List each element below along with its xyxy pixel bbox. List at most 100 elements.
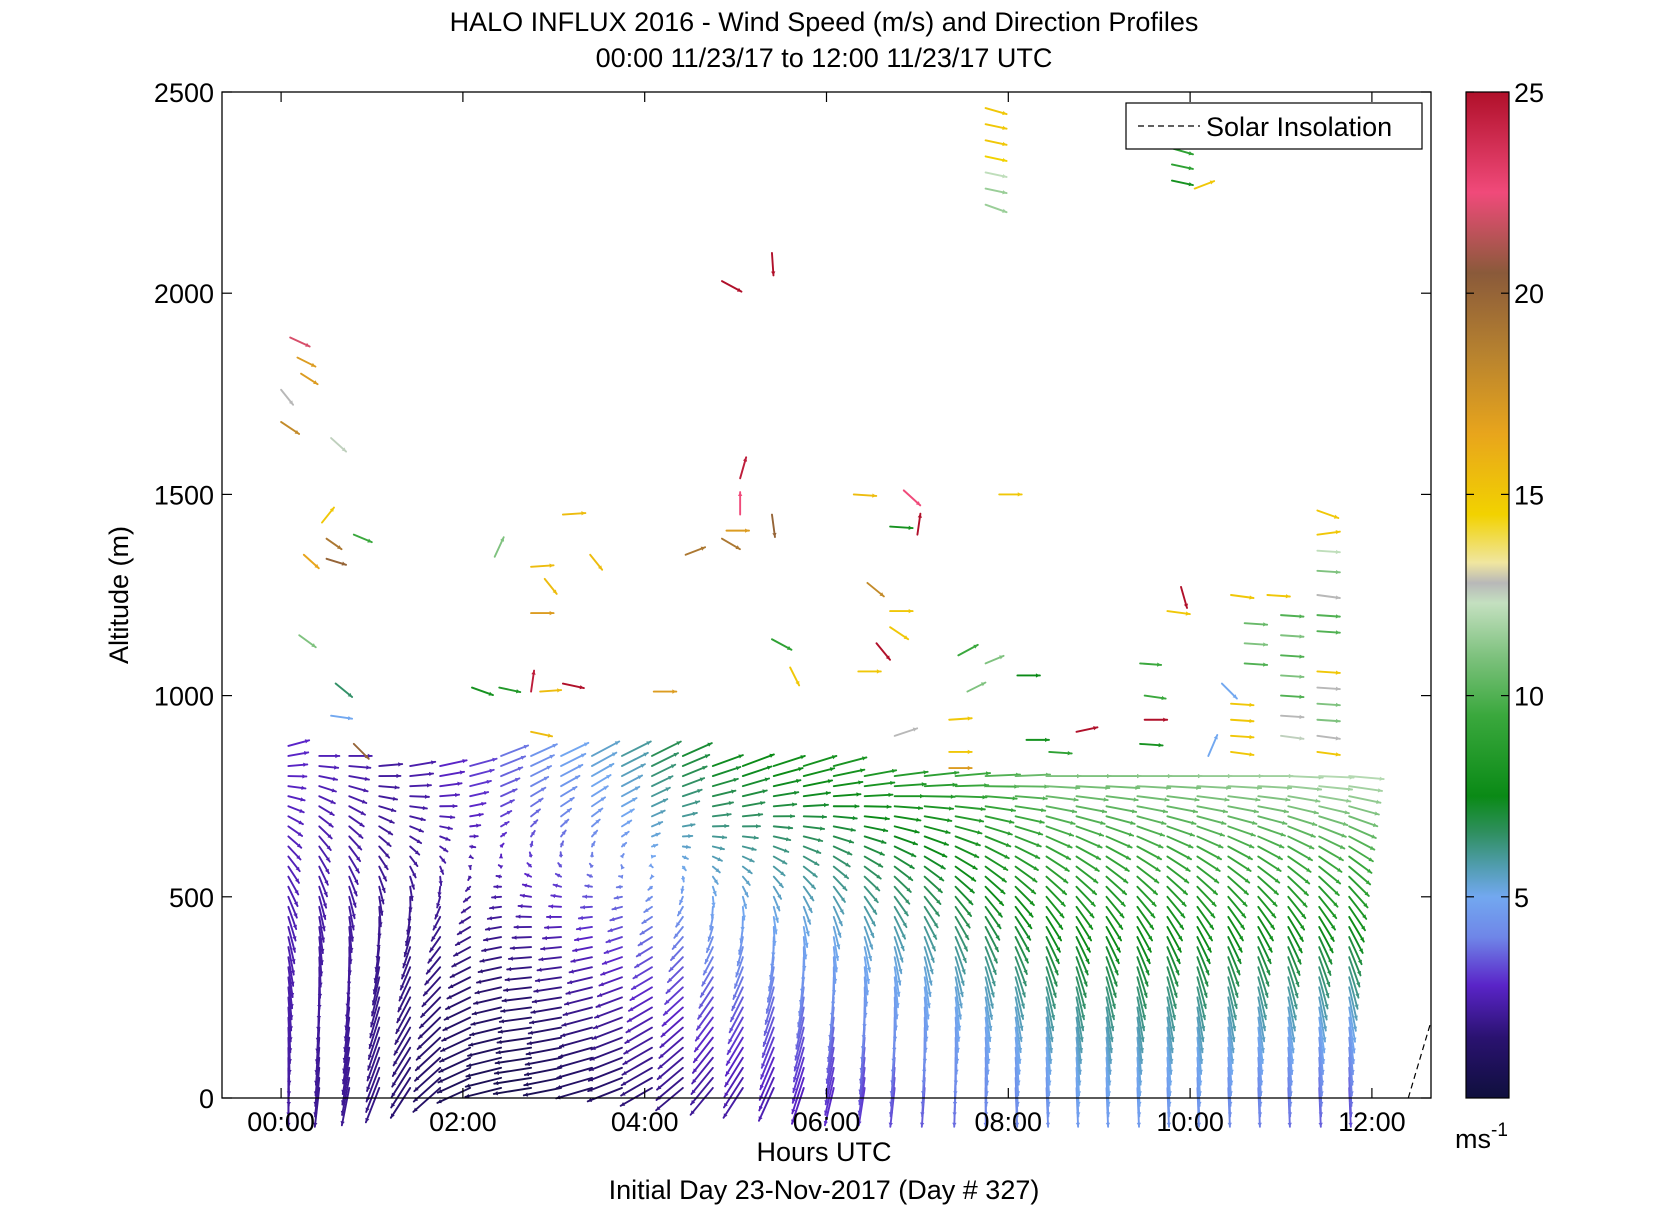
wind-vector-head bbox=[396, 1028, 401, 1034]
wind-vector-head bbox=[1310, 833, 1315, 838]
wind-vector-head bbox=[296, 855, 301, 860]
wind-vector-head bbox=[314, 564, 319, 569]
wind-vector-head bbox=[370, 1022, 375, 1027]
wind-vector-head bbox=[868, 944, 874, 949]
wind-vector-head bbox=[287, 1080, 292, 1085]
wind-vector-head bbox=[1339, 844, 1345, 849]
wind-vector-head bbox=[528, 1030, 534, 1035]
wind-vector bbox=[1075, 845, 1102, 861]
wind-vector-head bbox=[529, 1020, 535, 1025]
wind-vector-head bbox=[920, 1112, 925, 1117]
wind-vector bbox=[1227, 966, 1239, 998]
wind-vector-head bbox=[831, 990, 837, 995]
wind-vector-head bbox=[1300, 925, 1305, 930]
wind-vector-head bbox=[998, 900, 1004, 906]
wind-vector-head bbox=[364, 754, 369, 759]
wind-vector-head bbox=[553, 883, 558, 888]
wind-vector-head bbox=[1374, 811, 1379, 816]
wind-vector bbox=[1257, 926, 1273, 953]
wind-vector-head bbox=[1078, 1058, 1083, 1064]
wind-vector-head bbox=[453, 952, 459, 956]
wind-vector bbox=[893, 946, 903, 975]
wind-vector bbox=[954, 795, 988, 799]
wind-vector-head bbox=[588, 1087, 593, 1092]
wind-vector bbox=[596, 986, 623, 998]
wind-vector-head bbox=[710, 914, 715, 919]
wind-vector-head bbox=[809, 895, 814, 901]
wind-vector-head bbox=[1222, 809, 1228, 814]
wind-vector-head bbox=[524, 1082, 529, 1087]
wind-vector-head bbox=[587, 874, 593, 879]
x-tick-label: 08:00 bbox=[975, 1107, 1043, 1137]
wind-vector-head bbox=[356, 856, 361, 862]
wind-vector-head bbox=[465, 1083, 471, 1088]
wind-vector bbox=[623, 1036, 653, 1055]
wind-vector-head bbox=[1213, 734, 1218, 740]
wind-vector bbox=[954, 815, 985, 823]
wind-vector bbox=[661, 1006, 684, 1027]
wind-vector-head bbox=[1332, 913, 1337, 919]
wind-vector bbox=[370, 996, 381, 1028]
wind-vector-head bbox=[384, 853, 390, 858]
wind-vector bbox=[1257, 845, 1283, 861]
wind-vector-head bbox=[960, 980, 965, 985]
wind-vector-head bbox=[1239, 935, 1243, 941]
wind-vector-head bbox=[1294, 992, 1299, 998]
wind-vector-head bbox=[643, 752, 648, 757]
wind-vector-head bbox=[857, 1100, 863, 1105]
wind-vector bbox=[1196, 1056, 1202, 1097]
wind-vector bbox=[1348, 946, 1362, 977]
wind-vector-head bbox=[434, 914, 439, 919]
wind-vector-head bbox=[985, 1080, 990, 1085]
wind-vector bbox=[827, 1026, 835, 1063]
wind-vector bbox=[1227, 976, 1238, 1010]
wind-vector bbox=[624, 1026, 653, 1044]
wind-vector-head bbox=[950, 794, 955, 799]
wind-vector-head bbox=[1269, 935, 1273, 941]
wind-vector-head bbox=[549, 904, 554, 909]
wind-vector bbox=[1196, 996, 1205, 1032]
wind-vector bbox=[1227, 805, 1259, 813]
wind-vector-head bbox=[398, 1006, 403, 1012]
wind-vector bbox=[523, 1066, 563, 1076]
wind-vector bbox=[1227, 885, 1248, 907]
wind-vector-head bbox=[1108, 1048, 1114, 1053]
wind-vector-head bbox=[1291, 1037, 1296, 1042]
wind-vector-head bbox=[1020, 1014, 1025, 1020]
wind-vector-head bbox=[1149, 924, 1154, 929]
wind-vector bbox=[1257, 1036, 1264, 1075]
wind-vector bbox=[595, 996, 623, 1008]
wind-vector-head bbox=[325, 857, 330, 862]
wind-vector bbox=[436, 1086, 472, 1104]
x-tick-label: 12:00 bbox=[1338, 1107, 1406, 1137]
wind-vector bbox=[1318, 946, 1332, 976]
wind-vector-head bbox=[824, 1110, 829, 1115]
wind-vector-head bbox=[563, 819, 569, 824]
wind-vector bbox=[287, 956, 295, 987]
wind-vector bbox=[1318, 815, 1349, 826]
wind-vector-head bbox=[900, 945, 905, 951]
wind-vector-head bbox=[962, 957, 967, 963]
wind-vector-head bbox=[1186, 855, 1192, 860]
wind-vector bbox=[1318, 1016, 1326, 1054]
wind-vector bbox=[893, 986, 898, 1020]
wind-vector bbox=[1136, 795, 1170, 801]
wind-vector-head bbox=[972, 865, 977, 870]
wind-vector-head bbox=[1052, 992, 1057, 997]
wind-vector bbox=[954, 996, 961, 1031]
wind-vector bbox=[591, 762, 615, 778]
wind-vector-head bbox=[989, 1003, 994, 1008]
wind-vector-head bbox=[375, 955, 380, 961]
wind-vector-head bbox=[546, 765, 552, 770]
wind-vector bbox=[954, 915, 970, 941]
wind-vector-head bbox=[1017, 1047, 1023, 1053]
wind-vector-head bbox=[525, 1061, 530, 1066]
wind-vector-head bbox=[921, 782, 926, 787]
wind-vector bbox=[1287, 956, 1300, 988]
wind-vector-head bbox=[758, 1116, 763, 1121]
wind-vector-head bbox=[850, 827, 855, 832]
wind-vector bbox=[586, 1086, 623, 1103]
wind-vector-head bbox=[1213, 878, 1219, 883]
wind-vector-head bbox=[806, 919, 811, 924]
wind-vector-head bbox=[648, 885, 653, 890]
